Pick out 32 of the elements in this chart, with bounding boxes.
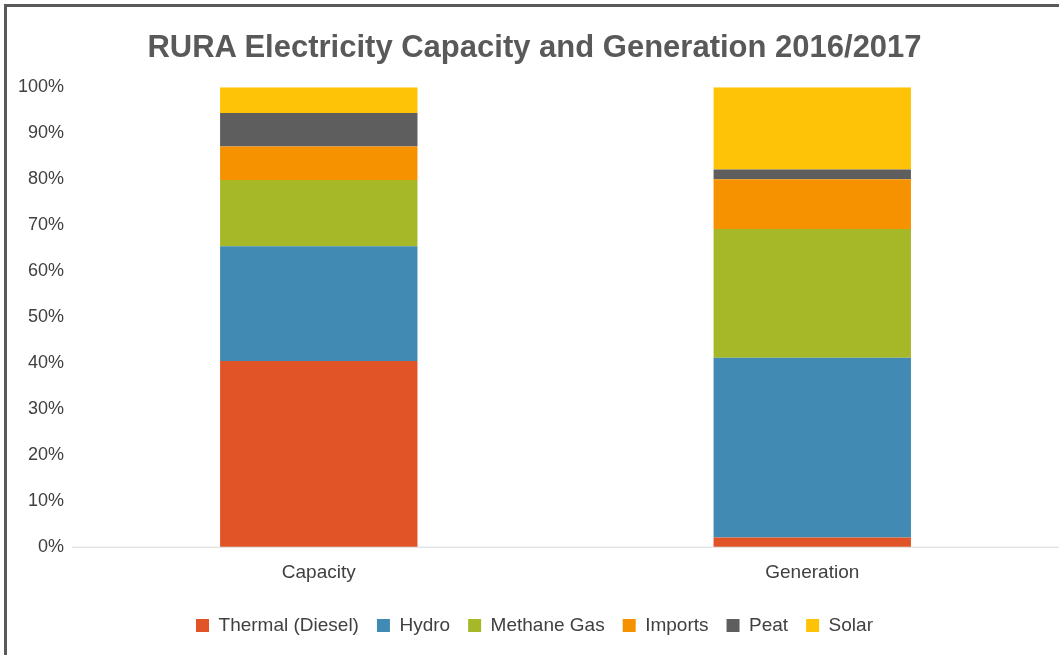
bar (220, 87, 418, 113)
legend-label: Peat (749, 613, 789, 635)
y-tick-label: 70% (28, 214, 65, 235)
legend-label: Imports (645, 613, 709, 635)
x-tick-label: Capacity (281, 560, 357, 582)
bar (713, 228, 911, 358)
chart-title: RURA Electricity Capacity and Generation 2016/2017 (147, 29, 922, 65)
y-tick-label: 50% (28, 306, 65, 327)
bar (220, 360, 418, 548)
legend-label: Thermal (Diesel) (218, 613, 359, 635)
x-tick-label: Generation (765, 560, 860, 582)
y-tick-label: 30% (28, 398, 65, 419)
legend-label: Methane Gas (490, 613, 605, 635)
bar (220, 112, 418, 147)
y-tick-label: 100% (17, 76, 65, 97)
bar (220, 246, 418, 361)
legend-label: Solar (828, 613, 874, 635)
bar (713, 357, 911, 538)
legend-label: Hydro (399, 613, 451, 635)
bar (713, 537, 911, 548)
y-tick-label: 0% (38, 536, 65, 557)
bar (220, 180, 418, 247)
y-tick-label: 60% (28, 260, 65, 281)
bar (713, 169, 911, 180)
y-tick-label: 90% (28, 122, 65, 143)
bar (220, 146, 418, 181)
y-tick-label: 10% (28, 490, 65, 511)
y-tick-label: 80% (28, 168, 65, 189)
bar (713, 179, 911, 229)
bar (713, 87, 911, 170)
y-tick-label: 40% (28, 352, 65, 373)
y-tick-label: 20% (28, 444, 65, 465)
